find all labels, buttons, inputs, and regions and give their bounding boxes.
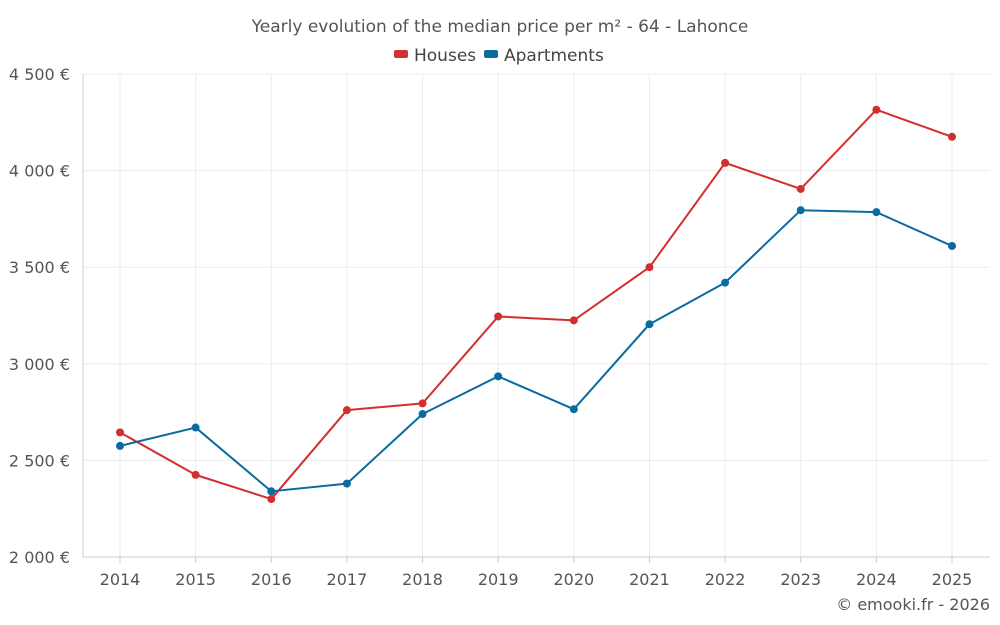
data-point-apartments[interactable] <box>116 441 124 450</box>
data-point-houses[interactable] <box>418 399 427 408</box>
series-line-houses <box>119 108 953 501</box>
y-tick-label: 4 000 € <box>9 162 70 181</box>
x-tick-label: 2025 <box>932 570 973 589</box>
data-point-houses[interactable] <box>342 406 351 415</box>
x-tick-label: 2024 <box>856 570 897 589</box>
series-line-apartments <box>119 209 953 493</box>
chart-grid <box>83 73 990 558</box>
y-tick-label: 3 000 € <box>9 355 70 374</box>
data-point-houses[interactable] <box>948 132 956 141</box>
data-point-apartments[interactable] <box>721 278 730 287</box>
credit-text: © emooki.fr - 2026 <box>836 595 990 614</box>
data-point-houses[interactable] <box>494 312 503 321</box>
y-tick-label: 3 500 € <box>9 258 70 277</box>
y-tick-label: 4 500 € <box>9 65 70 84</box>
chart-title: Yearly evolution of the median price per… <box>251 17 749 37</box>
x-tick-label: 2017 <box>327 570 368 589</box>
legend-label-houses: Houses <box>414 46 476 66</box>
data-point-houses[interactable] <box>721 158 730 167</box>
y-tick-label: 2 500 € <box>9 451 70 470</box>
y-tick-label: 2 000 € <box>9 548 70 567</box>
x-tick-label: 2022 <box>705 570 746 589</box>
data-point-apartments[interactable] <box>645 320 654 329</box>
series-houses <box>116 105 956 504</box>
legend-item-apartments[interactable]: Apartments <box>484 46 604 66</box>
data-point-apartments[interactable] <box>494 372 503 381</box>
data-point-apartments[interactable] <box>418 410 427 419</box>
data-point-houses[interactable] <box>191 470 200 479</box>
data-point-apartments[interactable] <box>948 241 956 250</box>
data-point-houses[interactable] <box>267 495 276 504</box>
chart-legend: Houses Apartments <box>394 46 604 66</box>
data-point-apartments[interactable] <box>569 405 578 414</box>
x-tick-label: 2016 <box>251 570 292 589</box>
data-point-apartments[interactable] <box>267 487 276 496</box>
data-point-apartments[interactable] <box>796 206 805 215</box>
y-axis: 2 000 € 2 500 € 3 000 € 3 500 € 4 000 € 4 500… <box>9 65 84 567</box>
data-point-houses[interactable] <box>645 263 654 272</box>
legend-swatch-apartments <box>484 50 498 58</box>
x-tick-label: 2014 <box>100 570 141 589</box>
series-apartments <box>116 206 956 496</box>
data-point-apartments[interactable] <box>191 423 200 432</box>
legend-item-houses[interactable]: Houses <box>394 46 476 66</box>
x-tick-label: 2018 <box>402 570 443 589</box>
x-tick-label: 2023 <box>780 570 821 589</box>
x-tick-label: 2019 <box>478 570 519 589</box>
data-point-houses[interactable] <box>796 184 805 193</box>
x-tick-label: 2021 <box>629 570 670 589</box>
x-tick-label: 2015 <box>175 570 216 589</box>
data-point-houses[interactable] <box>569 316 578 325</box>
x-axis: 2014 2015 2016 2017 2018 2019 2020 2021 2022 2023… <box>83 556 990 589</box>
legend-label-apartments: Apartments <box>504 46 604 66</box>
legend-swatch-houses <box>394 50 408 58</box>
data-point-apartments[interactable] <box>872 208 881 217</box>
x-tick-label: 2020 <box>553 570 594 589</box>
data-point-apartments[interactable] <box>342 479 351 488</box>
data-point-houses[interactable] <box>872 105 881 114</box>
data-point-houses[interactable] <box>116 428 124 437</box>
chart-series <box>116 105 956 504</box>
